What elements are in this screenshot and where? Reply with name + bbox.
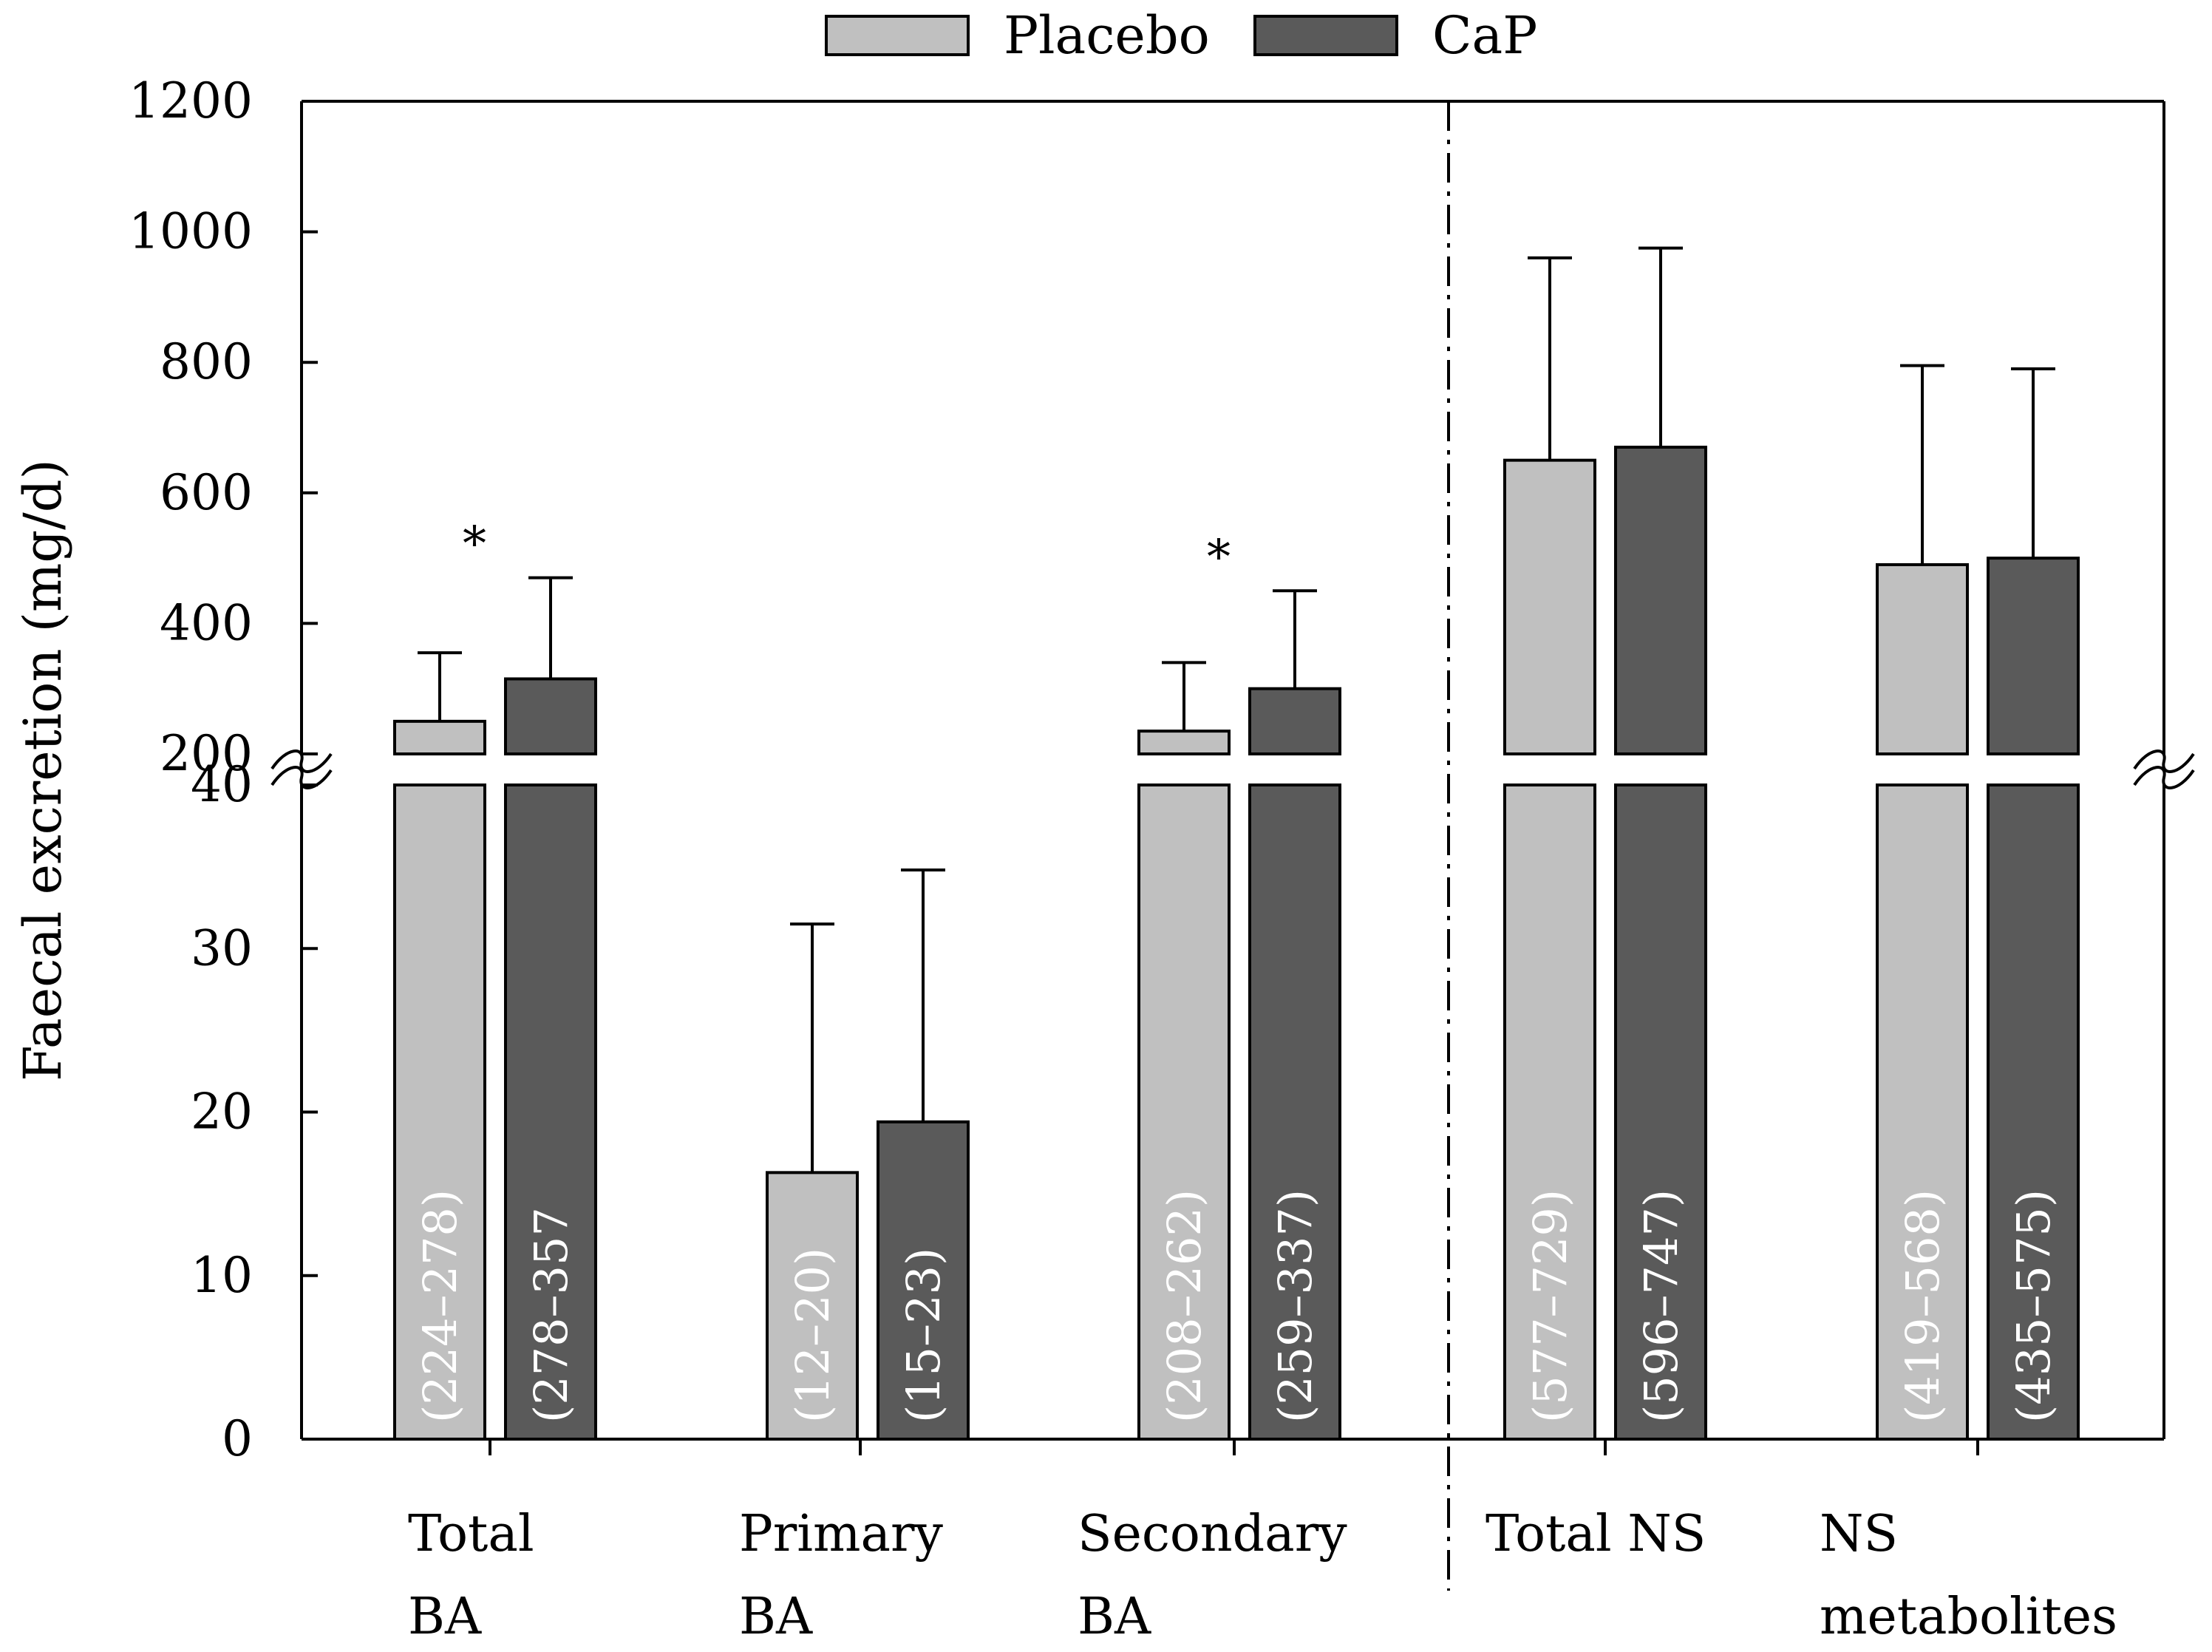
range-label: (435–575) [2007, 1189, 2060, 1423]
axis-break-squiggle-left-1 [270, 749, 333, 773]
category-label: Primary [739, 1505, 944, 1563]
category-label: NS [1820, 1505, 1898, 1563]
bar-placebo [1137, 730, 1231, 755]
category-label: BA [1078, 1588, 1151, 1646]
category-label: Total NS [1486, 1505, 1706, 1563]
bar-cap-lower [1614, 783, 1707, 1441]
y-tick-label: 800 [160, 333, 253, 390]
bar-cap-lower [504, 783, 597, 1441]
significance-star: * [1207, 530, 1231, 585]
bar-placebo [1876, 562, 1969, 755]
bar-cap-lower [1987, 783, 2080, 1441]
bar-cap [504, 677, 597, 756]
y-tick-label: 1200 [129, 72, 253, 129]
legend-swatch-placebo [825, 15, 970, 56]
bar-placebo [393, 719, 486, 755]
y-tick-label: 1000 [129, 203, 253, 260]
range-label: (12–20) [786, 1248, 840, 1423]
range-label: (577–729) [1523, 1189, 1577, 1423]
range-label: (596–747) [1634, 1189, 1688, 1423]
category-label: Total [408, 1505, 534, 1563]
bar-placebo-lower [1876, 783, 1969, 1441]
y-tick-label: 200 [160, 725, 253, 782]
significance-star: * [463, 517, 486, 572]
bar-placebo-lower [1137, 783, 1231, 1441]
range-label: (278–357 [524, 1207, 578, 1423]
axis-break-squiggle-right-1 [2133, 749, 2195, 773]
bar-cap-lower [1248, 783, 1341, 1441]
range-label: (15–23) [896, 1248, 950, 1423]
range-label: (208–262) [1157, 1189, 1211, 1423]
legend-label: Placebo [1004, 5, 1210, 66]
range-label: (419–568) [1896, 1189, 1950, 1423]
bar-cap [1614, 445, 1707, 755]
category-label: BA [739, 1588, 813, 1646]
legend-swatch-cap [1253, 15, 1398, 56]
y-tick-label: 10 [191, 1247, 253, 1304]
range-label: (259–337) [1268, 1189, 1322, 1423]
y-tick-label: 0 [222, 1410, 253, 1467]
y-tick-label: 20 [191, 1084, 253, 1141]
y-axis-title: Faecal excretion (mg/d) [13, 459, 73, 1081]
category-label: BA [408, 1588, 482, 1646]
category-label: metabolites [1820, 1588, 2117, 1646]
bar-cap [877, 1120, 970, 1441]
bar-placebo-lower [1503, 783, 1596, 1441]
bar-placebo [1503, 458, 1596, 756]
bar-placebo-lower [393, 783, 486, 1441]
y-tick-label: 400 [160, 594, 253, 651]
bar-cap [1248, 687, 1341, 756]
bar-cap [1987, 557, 2080, 755]
category-label: Secondary [1078, 1505, 1347, 1563]
range-label: (224–278) [413, 1189, 467, 1423]
legend-label: CaP [1432, 5, 1537, 66]
y-tick-label: 600 [160, 464, 253, 521]
axis-break-squiggle-right-2 [2133, 766, 2195, 789]
y-tick-label: 40 [191, 756, 253, 813]
bar-placebo [766, 1171, 859, 1441]
y-tick-label: 30 [191, 920, 253, 976]
